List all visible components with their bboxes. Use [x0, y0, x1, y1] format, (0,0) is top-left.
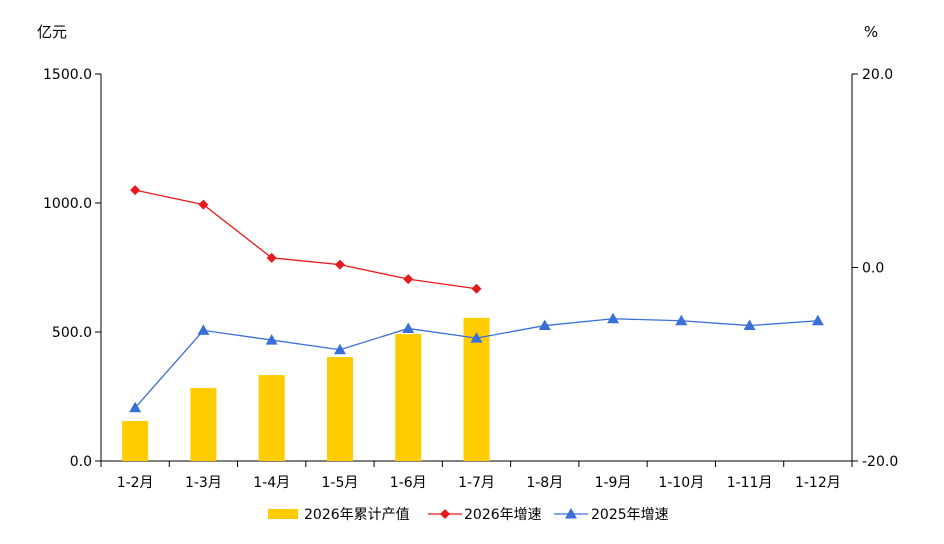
x-tick-label: 1-4月: [253, 475, 290, 491]
bar-2: [190, 387, 217, 461]
x-tick-label: 1-9月: [595, 475, 632, 491]
point-3-9: [675, 314, 688, 326]
legend-label: 2026年增速: [464, 507, 542, 523]
legend-label: 2025年增速: [591, 507, 669, 523]
point-2-6: [471, 283, 482, 294]
x-tick-label: 1-6月: [390, 475, 427, 491]
bar-4: [326, 357, 353, 461]
point-2-3: [266, 252, 277, 263]
x-tick-label: 1-3月: [185, 475, 222, 491]
plot-area: 0.0 500.0 1000.0 1500.0 -20.0 0.0 20.0 1-2月 1-3月…: [43, 67, 898, 491]
x-tick-label: 1-10月: [658, 475, 704, 491]
x-tick-label: 1-12月: [795, 475, 841, 491]
x-tick-label: 1-8月: [526, 475, 563, 491]
left-tick-label: 1000.0: [43, 196, 92, 212]
bar-3: [258, 375, 285, 461]
right-tick-label: 20.0: [862, 67, 893, 83]
x-tick-label: 1-11月: [727, 475, 773, 491]
point-3-11: [811, 314, 824, 326]
left-tick-label: 0.0: [70, 454, 92, 470]
right-axis-unit: %: [864, 23, 878, 41]
series-line-2: [135, 189, 477, 290]
point-3-4: [333, 343, 346, 355]
right-tick-label: 0.0: [862, 261, 884, 277]
point-3-2: [197, 324, 210, 335]
point-2-4: [334, 259, 345, 270]
bar-5: [395, 334, 422, 461]
point-2-1: [130, 185, 141, 196]
bar-1: [122, 421, 149, 461]
legend-label: 2026年累计产值: [304, 507, 410, 523]
point-2-2: [198, 199, 209, 210]
point-3-6: [470, 332, 483, 343]
legend: 2026年累计产值 2026年增速 2025年增速: [268, 507, 669, 523]
left-tick-label: 500.0: [52, 325, 92, 341]
x-tick-label: 1-7月: [458, 475, 495, 491]
point-3-5: [402, 322, 415, 333]
left-axis-unit: 亿元: [37, 23, 67, 41]
point-3-3: [265, 334, 278, 345]
legend-marker-diamond: [440, 509, 450, 519]
right-tick-label: -20.0: [862, 454, 898, 470]
x-tick-label: 1-2月: [117, 475, 154, 491]
point-3-1: [129, 401, 142, 413]
legend-swatch-bar: [268, 509, 298, 519]
point-3-7: [538, 319, 551, 331]
left-tick-label: 1500.0: [43, 67, 92, 83]
x-tick-label: 1-5月: [322, 475, 359, 491]
point-3-10: [743, 319, 756, 331]
point-2-5: [403, 274, 414, 285]
legend-marker-triangle: [565, 508, 577, 519]
point-3-8: [607, 312, 620, 324]
